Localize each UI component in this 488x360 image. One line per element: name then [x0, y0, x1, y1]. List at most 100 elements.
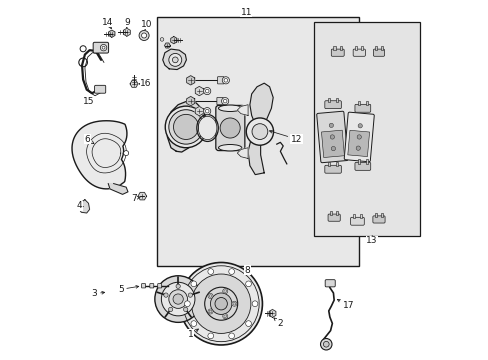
Circle shape — [205, 109, 208, 113]
Circle shape — [100, 44, 106, 51]
Circle shape — [155, 276, 201, 322]
Circle shape — [245, 281, 251, 287]
Circle shape — [188, 293, 192, 297]
Circle shape — [180, 262, 262, 345]
Polygon shape — [237, 148, 247, 158]
Circle shape — [205, 89, 208, 93]
Text: 16: 16 — [139, 80, 151, 89]
Circle shape — [246, 118, 273, 145]
Bar — [365, 159, 367, 163]
Bar — [374, 213, 376, 217]
FancyBboxPatch shape — [354, 162, 370, 170]
FancyBboxPatch shape — [373, 49, 384, 56]
Circle shape — [163, 293, 168, 297]
Bar — [333, 46, 335, 50]
FancyBboxPatch shape — [372, 216, 384, 223]
Circle shape — [160, 38, 163, 41]
Text: 3: 3 — [92, 289, 104, 298]
Circle shape — [209, 294, 211, 297]
Text: 14: 14 — [102, 18, 113, 29]
Circle shape — [232, 302, 235, 305]
Polygon shape — [163, 49, 186, 69]
Text: 6: 6 — [84, 135, 94, 144]
Text: 9: 9 — [124, 18, 129, 27]
Circle shape — [224, 290, 226, 293]
Circle shape — [183, 307, 187, 312]
FancyBboxPatch shape — [324, 165, 341, 173]
FancyBboxPatch shape — [158, 284, 162, 288]
Text: 8: 8 — [244, 265, 250, 275]
Polygon shape — [237, 105, 247, 116]
Bar — [336, 162, 338, 166]
Bar — [374, 46, 377, 50]
Polygon shape — [186, 96, 194, 106]
Circle shape — [184, 301, 190, 307]
FancyBboxPatch shape — [93, 42, 108, 53]
Circle shape — [203, 108, 210, 115]
Circle shape — [209, 310, 211, 313]
Circle shape — [191, 281, 196, 287]
Text: 13: 13 — [366, 236, 377, 246]
Circle shape — [123, 150, 128, 156]
Circle shape — [356, 135, 361, 139]
Circle shape — [204, 287, 237, 320]
Bar — [380, 46, 382, 50]
Circle shape — [173, 114, 198, 139]
Circle shape — [223, 314, 227, 319]
FancyBboxPatch shape — [324, 101, 341, 109]
Polygon shape — [268, 310, 275, 318]
Circle shape — [223, 289, 227, 294]
Circle shape — [224, 315, 226, 318]
Circle shape — [207, 309, 213, 314]
Bar — [321, 130, 344, 158]
Bar — [329, 211, 331, 215]
Polygon shape — [108, 184, 128, 194]
Polygon shape — [170, 37, 177, 44]
FancyBboxPatch shape — [354, 104, 370, 112]
FancyBboxPatch shape — [94, 85, 105, 93]
Circle shape — [220, 118, 240, 138]
Circle shape — [168, 110, 203, 144]
Text: 15: 15 — [82, 96, 94, 105]
Circle shape — [252, 301, 257, 307]
Bar — [380, 213, 382, 217]
Circle shape — [251, 124, 267, 139]
Polygon shape — [123, 28, 130, 36]
Circle shape — [328, 123, 333, 127]
Bar — [314, 22, 419, 235]
FancyBboxPatch shape — [327, 214, 340, 221]
Bar — [347, 130, 369, 157]
FancyBboxPatch shape — [215, 105, 244, 150]
Circle shape — [207, 293, 213, 298]
Circle shape — [161, 282, 195, 316]
FancyBboxPatch shape — [142, 284, 145, 288]
Bar — [335, 211, 338, 215]
FancyBboxPatch shape — [350, 217, 364, 225]
Circle shape — [142, 33, 146, 38]
Circle shape — [228, 269, 234, 274]
Circle shape — [357, 123, 362, 128]
Bar — [336, 98, 338, 102]
Circle shape — [224, 78, 227, 82]
Polygon shape — [167, 101, 204, 152]
Text: 12: 12 — [269, 130, 302, 144]
Circle shape — [172, 57, 178, 63]
Polygon shape — [130, 81, 138, 87]
Circle shape — [222, 77, 229, 84]
FancyBboxPatch shape — [352, 49, 365, 56]
Circle shape — [207, 333, 213, 339]
FancyBboxPatch shape — [217, 98, 223, 105]
Circle shape — [191, 274, 250, 333]
Circle shape — [102, 46, 105, 49]
Circle shape — [223, 99, 226, 103]
FancyBboxPatch shape — [325, 280, 335, 287]
Text: 5: 5 — [118, 285, 139, 294]
Polygon shape — [138, 192, 146, 200]
Bar — [354, 46, 357, 50]
Text: 4: 4 — [77, 201, 83, 210]
Circle shape — [228, 333, 234, 339]
Bar — [156, 17, 359, 266]
FancyBboxPatch shape — [344, 112, 373, 162]
Circle shape — [329, 135, 334, 139]
Circle shape — [207, 269, 213, 274]
